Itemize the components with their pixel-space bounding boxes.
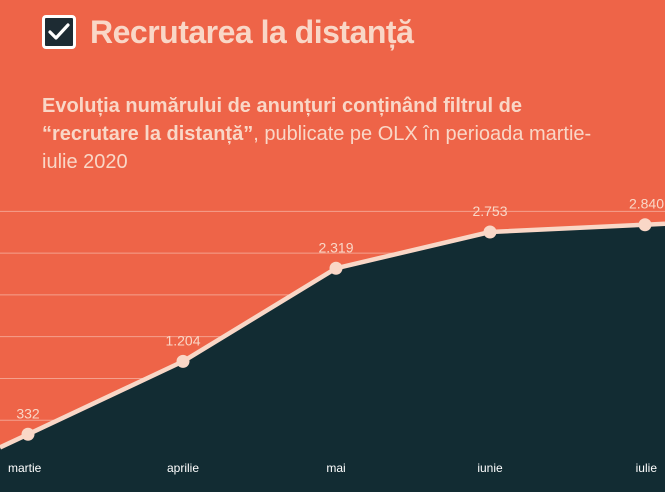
value-label: 2.840 — [629, 196, 664, 212]
subtitle-regular-part: , publicate pe OLX în perioada martie-iu… — [42, 123, 592, 173]
data-point — [638, 218, 652, 232]
value-label: 1.204 — [165, 332, 200, 348]
data-point — [176, 354, 190, 368]
area-fill — [0, 223, 665, 492]
x-tick-label: martie — [8, 461, 42, 475]
value-label: 332 — [16, 405, 40, 421]
chart-subtitle: Evoluția numărului de anunțuri conținând… — [42, 92, 602, 176]
data-point — [329, 261, 343, 275]
data-point — [483, 225, 497, 239]
value-label: 2.319 — [318, 239, 353, 255]
subtitle-bold-part2: “recrutare la distanță” — [42, 123, 254, 145]
x-axis-labels: martie aprilie mai iunie iulie — [8, 461, 657, 475]
page-title: Recrutarea la distanță — [90, 13, 414, 50]
x-tick-label: aprilie — [167, 461, 199, 475]
value-labels: 332 1.204 2.319 2.753 2.840 — [16, 196, 664, 422]
data-points — [21, 218, 652, 441]
x-tick-label: mai — [326, 461, 345, 475]
x-tick-label: iunie — [477, 461, 503, 475]
value-label: 2.753 — [472, 203, 507, 219]
x-tick-label: iulie — [636, 461, 658, 475]
subtitle-bold-part1: Evoluția numărului de anunțuri conținând… — [42, 95, 523, 117]
checkbox-checked-icon — [42, 15, 76, 49]
data-point — [21, 427, 35, 441]
header: Recrutarea la distanță — [42, 10, 414, 54]
